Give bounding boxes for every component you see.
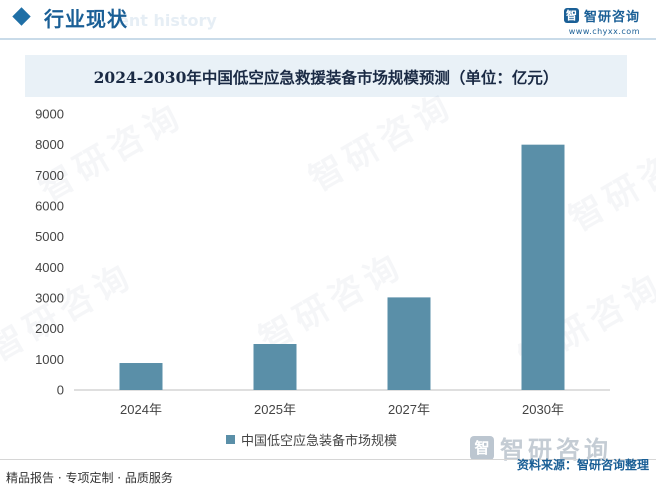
brand-name: 智研咨询 xyxy=(583,10,640,25)
bar xyxy=(253,344,297,390)
chart-title-band: 2024-2030年中国低空应急救援装备市场规模预测（单位：亿元） xyxy=(25,55,627,97)
bar xyxy=(119,363,163,390)
section-title: 行业现状 xyxy=(44,7,128,31)
y-tick-label: 3000 xyxy=(35,291,64,306)
bar xyxy=(521,144,565,390)
diamond-icon xyxy=(12,7,31,26)
brand-logo-icon: 智 xyxy=(563,8,579,23)
x-tick-label: 2024年 xyxy=(120,402,162,417)
y-tick-label: 4000 xyxy=(35,260,64,275)
x-tick-label: 2030年 xyxy=(522,402,564,417)
y-tick-label: 2000 xyxy=(35,321,64,336)
chart-title: 2024-2030年中国低空应急救援装备市场规模预测（单位：亿元） xyxy=(93,68,559,87)
section-title-ghost: ent history xyxy=(118,11,217,30)
source-note: 资料来源：智研咨询整理 xyxy=(516,458,649,472)
bar-chart: 0 1000 2000 3000 4000 5000 6000 7000 8000 9000 202… xyxy=(35,107,610,417)
brand-block: 智 智研咨询 www.chyxx.com xyxy=(563,6,640,36)
footer-logo-icon: 智 xyxy=(470,435,494,460)
y-tick-label: 7000 xyxy=(35,168,64,183)
bar xyxy=(387,297,431,390)
brand-url: www.chyxx.com xyxy=(568,27,640,36)
chart-legend: 中国低空应急装备市场规模 xyxy=(226,430,397,449)
x-tick-label: 2027年 xyxy=(388,402,430,417)
legend-swatch xyxy=(226,435,235,444)
y-tick-label: 0 xyxy=(57,383,64,398)
bottom-bar: 精品报告 · 专项定制 · 品质服务 资料来源：智研咨询整理 xyxy=(0,458,656,496)
x-tick-label: 2025年 xyxy=(254,402,296,417)
y-tick-label: 1000 xyxy=(35,352,64,367)
legend-label: 中国低空应急装备市场规模 xyxy=(241,434,398,449)
y-tick-label: 6000 xyxy=(35,199,64,214)
header-divider xyxy=(0,38,656,40)
footer-tagline: 精品报告 · 专项定制 · 品质服务 xyxy=(6,471,173,485)
y-tick-label: 5000 xyxy=(35,229,64,244)
page-header: ent history 行业现状 智 智研咨询 www.chyxx.com xyxy=(0,0,656,44)
y-tick-label: 8000 xyxy=(35,137,64,152)
y-tick-label: 9000 xyxy=(35,107,64,122)
